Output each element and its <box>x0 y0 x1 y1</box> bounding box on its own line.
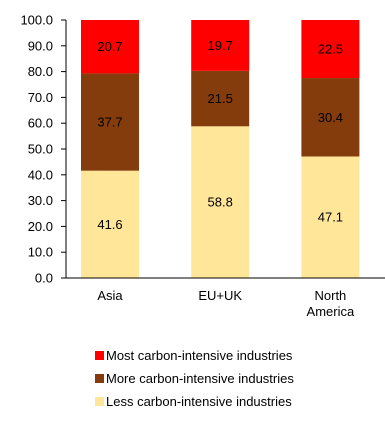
bar-asia-more-carbon-intensive-industries <box>81 73 139 171</box>
x-tick-label-north-america: North America <box>307 288 355 319</box>
y-tick-label: 10.0 <box>28 245 53 260</box>
bar-north-america-more-carbon-intensive-industries <box>301 78 360 157</box>
y-tick-label: 30.0 <box>28 193 53 208</box>
data-label-asia-most-carbon-intensive-industries: 20.7 <box>97 39 122 54</box>
y-tick-label: 90.0 <box>28 38 53 53</box>
legend-item-most-carbon-intensive-industries: Most carbon-intensive industries <box>95 344 294 367</box>
chart-legend: Most carbon-intensive industries More car… <box>95 344 294 413</box>
bar-asia-less-carbon-intensive-industries <box>81 170 139 278</box>
bar-eu-uk-most-carbon-intensive-industries <box>191 20 250 71</box>
y-tick-label: 80.0 <box>28 64 53 79</box>
bar-asia-most-carbon-intensive-industries <box>81 20 139 74</box>
data-label-eu-uk-most-carbon-intensive-industries: 19.7 <box>208 38 233 53</box>
data-label-eu-uk-less-carbon-intensive-industries: 58.8 <box>208 195 233 210</box>
y-tick-label: 50.0 <box>28 142 53 157</box>
x-tick-label-line: Asia <box>97 288 123 303</box>
bar-eu-uk-more-carbon-intensive-industries <box>191 70 250 127</box>
legend-label: Most carbon-intensive industries <box>106 348 293 363</box>
bar-eu-uk-less-carbon-intensive-industries <box>191 126 250 279</box>
x-tick-label-eu-uk: EU+UK <box>198 288 242 303</box>
y-tick-label: 60.0 <box>28 116 53 131</box>
legend-swatch <box>95 374 104 383</box>
x-tick-label-line: America <box>307 304 355 319</box>
y-tick-label: 0.0 <box>35 271 53 286</box>
y-tick-label: 20.0 <box>28 219 53 234</box>
y-tick-label: 40.0 <box>28 167 53 182</box>
data-label-north-america-less-carbon-intensive-industries: 47.1 <box>318 210 343 225</box>
data-label-asia-less-carbon-intensive-industries: 41.6 <box>97 217 122 232</box>
legend-swatch <box>95 351 104 360</box>
data-label-north-america-most-carbon-intensive-industries: 22.5 <box>318 42 343 57</box>
legend-label: More carbon-intensive industries <box>106 371 294 386</box>
y-tick-label: 70.0 <box>28 90 53 105</box>
data-label-eu-uk-more-carbon-intensive-industries: 21.5 <box>208 91 233 106</box>
data-label-north-america-more-carbon-intensive-industries: 30.4 <box>318 110 343 125</box>
data-label-asia-more-carbon-intensive-industries: 37.7 <box>97 115 122 130</box>
bar-north-america-most-carbon-intensive-industries <box>301 20 360 79</box>
stacked-bar-chart: 0.0 10.0 20.0 30.0 40.0 50.0 60.0 70.0 80.0 90.0 1… <box>20 13 385 319</box>
x-tick-label-asia: Asia <box>97 288 123 303</box>
y-tick-label: 100.0 <box>20 13 53 28</box>
legend-item-more-carbon-intensive-industries: More carbon-intensive industries <box>95 367 294 390</box>
x-tick-label-line: EU+UK <box>198 288 242 303</box>
x-tick-label-line: North <box>315 288 347 303</box>
legend-label: Less carbon-intensive industries <box>106 394 292 409</box>
bar-north-america-less-carbon-intensive-industries <box>301 156 360 278</box>
legend-swatch <box>95 397 104 406</box>
legend-item-less-carbon-intensive-industries: Less carbon-intensive industries <box>95 390 294 413</box>
